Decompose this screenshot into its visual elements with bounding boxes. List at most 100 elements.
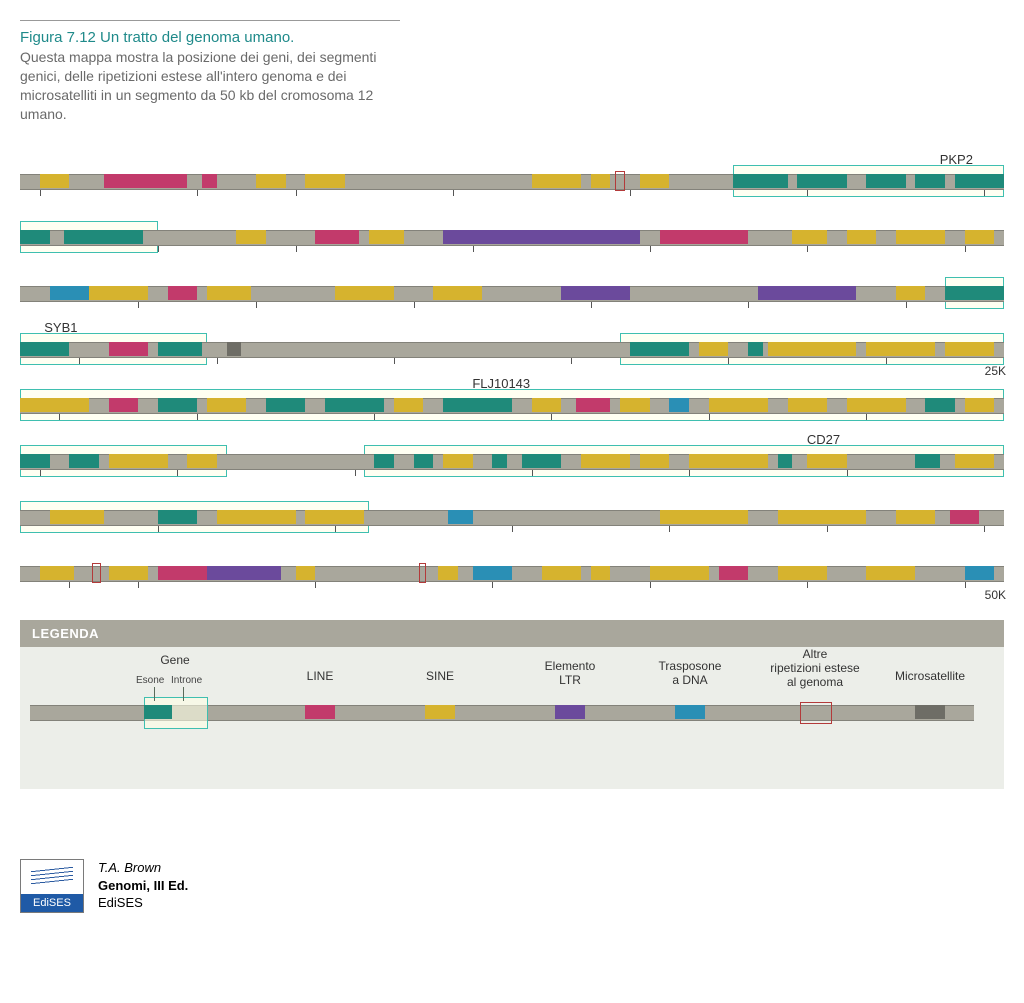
scale-tick xyxy=(807,246,808,252)
segment-SINE xyxy=(591,566,611,580)
segment-exon xyxy=(945,286,1004,300)
segment-SINE xyxy=(40,566,74,580)
segment-DNAtr xyxy=(50,286,89,300)
segment-LINE xyxy=(104,174,188,188)
segment-exon xyxy=(20,230,50,244)
legend-label: Trasposone a DNA xyxy=(659,659,722,688)
segment-SINE xyxy=(768,342,857,356)
scale-tick xyxy=(807,190,808,196)
segment-exon xyxy=(158,398,197,412)
scale-tick xyxy=(79,358,80,364)
legend-swatch-SINE xyxy=(425,705,455,719)
segment-exon xyxy=(630,342,689,356)
segment-exon xyxy=(374,454,394,468)
segment-DNAtr xyxy=(448,510,473,524)
scale-tick xyxy=(689,470,690,476)
legend-pointer xyxy=(154,687,155,701)
genome-row xyxy=(20,208,1004,264)
segment-SINE xyxy=(187,454,217,468)
scale-tick xyxy=(138,302,139,308)
segment-exon xyxy=(522,454,561,468)
segment-exon xyxy=(20,454,50,468)
scale-tick xyxy=(886,358,887,364)
scale-tick xyxy=(571,358,572,364)
segment-exon xyxy=(158,342,202,356)
scale-tick xyxy=(453,190,454,196)
segment-SINE xyxy=(866,342,935,356)
genome-row: 50K xyxy=(20,544,1004,600)
segment-exon xyxy=(414,454,434,468)
footer-text: T.A. Brown Genomi, III Ed. EdiSES xyxy=(98,859,188,912)
scale-tick xyxy=(374,414,375,420)
segment-SINE xyxy=(207,286,251,300)
scale-tick xyxy=(512,526,513,532)
segment-LINE xyxy=(660,230,749,244)
segment-SINE xyxy=(236,230,266,244)
segment-SINE xyxy=(394,398,424,412)
segment-SINE xyxy=(640,174,670,188)
segment-SINE xyxy=(778,566,827,580)
segment-SINE xyxy=(896,230,945,244)
genome-row: PKP2 xyxy=(20,152,1004,208)
scale-tick xyxy=(473,246,474,252)
segment-exon xyxy=(64,230,143,244)
scale-tick xyxy=(296,246,297,252)
genome-row: FLJ10143 xyxy=(20,376,1004,432)
scale-tick xyxy=(296,190,297,196)
segment-SINE xyxy=(792,230,826,244)
scale-tick xyxy=(492,582,493,588)
other-repeat-marker xyxy=(419,563,427,583)
segment-SINE xyxy=(89,286,148,300)
segment-SINE xyxy=(699,342,729,356)
segment-SINE xyxy=(778,510,867,524)
footer-author: T.A. Brown xyxy=(98,859,188,877)
legend-label-introne: Introne xyxy=(171,675,202,686)
scale-tick xyxy=(197,190,198,196)
segment-exon xyxy=(797,174,846,188)
scale-tick xyxy=(807,582,808,588)
segment-SINE xyxy=(305,174,344,188)
segment-LINE xyxy=(202,174,217,188)
segment-SINE xyxy=(109,454,168,468)
scale-tick xyxy=(650,582,651,588)
segment-exon xyxy=(955,174,1004,188)
scale-tick xyxy=(847,470,848,476)
segment-DNAtr xyxy=(669,398,689,412)
segment-SINE xyxy=(945,342,994,356)
legend: LEGENDA GeneEsoneIntroneLINESINEElemento… xyxy=(20,620,1004,789)
gene-label: PKP2 xyxy=(940,152,973,167)
scale-tick xyxy=(40,470,41,476)
segment-LTR xyxy=(561,286,630,300)
segment-SINE xyxy=(689,510,748,524)
segment-SINE xyxy=(40,174,70,188)
scale-tick xyxy=(177,470,178,476)
figure-caption: Figura 7.12 Un tratto del genoma umano. … xyxy=(20,20,400,142)
scale-tick xyxy=(591,302,592,308)
segment-SINE xyxy=(369,230,403,244)
segment-SINE xyxy=(532,174,581,188)
segment-SINE xyxy=(305,510,364,524)
segment-LINE xyxy=(950,510,980,524)
segment-exon xyxy=(158,510,197,524)
scale-tick xyxy=(906,302,907,308)
segment-exon xyxy=(866,174,905,188)
segment-SINE xyxy=(20,398,89,412)
segment-SINE xyxy=(640,454,670,468)
legend-body: GeneEsoneIntroneLINESINEElemento LTRTras… xyxy=(20,647,1004,789)
segment-LTR xyxy=(758,286,856,300)
segment-SINE xyxy=(433,286,482,300)
segment-LTR xyxy=(207,566,281,580)
legend-label: SINE xyxy=(426,669,454,683)
genome-row: CD27 xyxy=(20,432,1004,488)
scale-tick xyxy=(532,470,533,476)
scale-tick xyxy=(256,302,257,308)
segment-SINE xyxy=(591,174,611,188)
segment-SINE xyxy=(866,566,915,580)
segment-exon xyxy=(915,174,945,188)
legend-label: Altre ripetizioni estese al genoma xyxy=(770,647,859,690)
segment-DNAtr xyxy=(965,566,995,580)
scale-tick xyxy=(197,414,198,420)
segment-LINE xyxy=(158,566,207,580)
legend-label: Microsatellite xyxy=(895,669,965,683)
scale-tick xyxy=(40,190,41,196)
